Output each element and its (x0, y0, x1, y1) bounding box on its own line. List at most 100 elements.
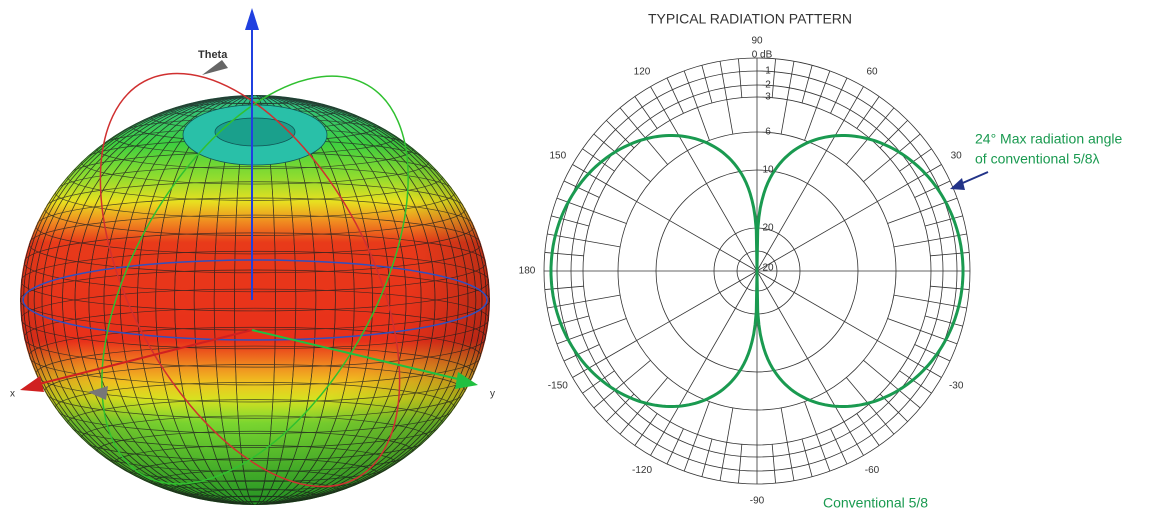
grid-spoke (738, 444, 743, 484)
grid-spoke (780, 407, 795, 481)
angle-label: -30 (949, 381, 964, 392)
grid-spoke (801, 438, 813, 477)
db-label: 3 (765, 92, 771, 103)
grid-spoke (863, 133, 921, 182)
angle-label: 30 (951, 151, 963, 162)
grid-spoke (856, 413, 880, 446)
angle-label: -90 (750, 496, 765, 507)
pattern-curve (549, 134, 965, 408)
grid-spoke (563, 344, 600, 362)
annotation-line: 24° Max radiation angle (975, 131, 1122, 147)
grid-spoke (771, 58, 776, 98)
y-label: y (490, 389, 495, 400)
grid-spoke (701, 438, 713, 477)
db-label: 1 (765, 66, 771, 77)
sphere-shade (20, 95, 490, 505)
phi-arrow (88, 386, 108, 400)
grid-spoke (924, 215, 963, 227)
grid-spoke (719, 407, 734, 481)
angle-label: 150 (549, 151, 566, 162)
grid-spoke (846, 107, 895, 165)
grid-spoke (830, 428, 848, 465)
grid-spoke (666, 77, 684, 114)
grid-spoke (804, 401, 831, 472)
db-label: 6 (765, 127, 771, 138)
grid-spoke (856, 96, 880, 129)
green-circle (101, 75, 409, 485)
annotation-arrowhead (950, 178, 965, 190)
grid-spoke (756, 270, 942, 378)
grid-spoke (914, 344, 951, 362)
grid-spoke (650, 270, 758, 456)
x-arrow (20, 376, 44, 392)
grid-spoke (771, 444, 776, 484)
grid-spoke (572, 270, 758, 378)
annotation-line: of conventional 5/8λ (975, 151, 1100, 167)
theta-label: Theta (198, 49, 228, 61)
grid-spoke (650, 86, 758, 272)
grid-spoke (899, 370, 932, 394)
grid-spoke (701, 65, 713, 104)
grid-spoke (547, 233, 621, 248)
grid-spoke (547, 294, 621, 309)
grid-spoke (666, 428, 684, 465)
grid-spoke (619, 107, 668, 165)
grid-spoke (846, 377, 895, 435)
grid-spoke (830, 77, 848, 114)
polar-title: TYPICAL RADIATION PATTERN (648, 11, 852, 27)
grid-spoke (582, 370, 615, 394)
grid-spoke (780, 61, 795, 135)
grid-spoke (756, 86, 864, 272)
grid-spoke (593, 133, 651, 182)
grid-spoke (551, 315, 590, 327)
grid-spoke (593, 360, 651, 409)
grid-spoke (893, 233, 967, 248)
db-label: 10 (762, 165, 774, 176)
grid-spoke (756, 164, 942, 272)
grid-spoke (719, 61, 734, 135)
polar-plot: TYPICAL RADIATION PATTERN 24° Max radiat… (519, 11, 1123, 510)
db-label: 20 (762, 223, 774, 234)
legend-label: Conventional 5/8 (823, 495, 928, 510)
grid-spoke (572, 164, 758, 272)
db-label: 0 dB (752, 50, 773, 61)
grid-spoke (893, 294, 967, 309)
x-label: x (10, 389, 15, 400)
sphere-3d: Theta x y (10, 8, 495, 505)
blue-circle (22, 259, 488, 341)
db-label: 20 (762, 263, 774, 274)
grid-spoke (683, 401, 710, 472)
grid-spoke (582, 148, 615, 172)
grid-spoke (756, 270, 864, 456)
grid-spoke (914, 180, 951, 198)
grid-spoke (738, 58, 743, 98)
grid-spoke (863, 360, 921, 409)
angle-label: -150 (548, 381, 568, 392)
angle-label: -120 (632, 465, 652, 476)
theta-arrow (202, 60, 228, 75)
y-axis (251, 329, 463, 381)
z-arrow (245, 8, 259, 30)
y-arrow (455, 372, 478, 389)
grid-spoke (619, 377, 668, 435)
grid-spoke (804, 70, 831, 141)
grid-spoke (899, 148, 932, 172)
red-circle (99, 72, 401, 488)
grid-spoke (634, 96, 658, 129)
angle-label: 120 (634, 66, 651, 77)
top-dimple-inner (214, 117, 296, 147)
grid-spoke (563, 180, 600, 198)
angle-label: 180 (519, 266, 536, 277)
angle-label: 60 (866, 66, 878, 77)
grid-spoke (924, 315, 963, 327)
angle-label: -60 (865, 465, 880, 476)
x-axis (34, 329, 253, 386)
grid-spoke (551, 215, 590, 227)
db-label: 2 (765, 80, 771, 91)
grid-spoke (801, 65, 813, 104)
grid-spoke (683, 70, 710, 141)
grid-spoke (634, 413, 658, 446)
angle-label: 90 (751, 36, 763, 47)
